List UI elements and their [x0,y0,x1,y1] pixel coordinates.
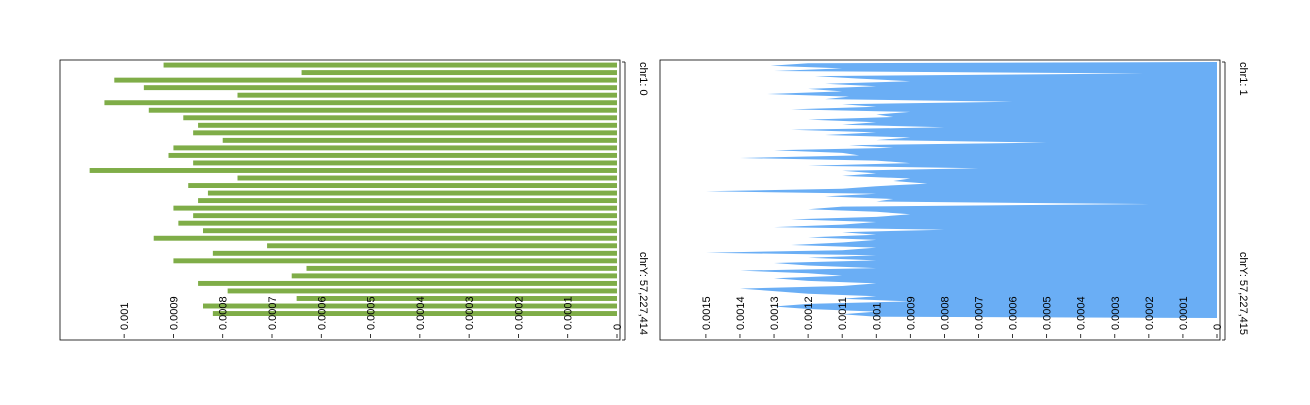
value-axis-tick-label: 0.0013 [769,296,781,330]
bar-8 [183,115,618,121]
bar-30 [198,280,618,286]
bar-28 [306,265,617,271]
value-axis-tick-label: 0.0003 [1110,296,1122,330]
bar-6 [104,100,617,106]
bar-7 [148,107,618,113]
genome-axis-start-label: chr1: 1 [1237,62,1249,96]
bar-32 [296,296,617,301]
value-axis-tick-label: 0 [1212,324,1224,330]
value-axis-tick-label: 0.0012 [803,296,815,330]
panel-frame-1 [59,59,621,341]
bar-18 [207,190,617,196]
value-axis-tick-label: 0.0011 [837,297,849,330]
bar-27 [173,258,617,264]
value-axis-tick-label: 0.001 [871,302,883,330]
bar-34 [212,311,617,316]
value-axis-tick-label: 0.0008 [218,296,230,330]
genome-axis-end-label: chrY: 57,227,414 [637,252,649,335]
bar-13 [168,152,617,158]
bar-1 [163,62,618,68]
bar-33 [203,303,617,309]
value-axis-tick-label: 0.0005 [366,296,378,330]
value-axis-tick-label: 0.0005 [1042,296,1054,330]
value-axis-tick-label: 0.0002 [513,296,525,330]
bar-10 [193,130,617,136]
bar-9 [198,122,618,128]
value-axis-tick-label: 0.0004 [1076,296,1088,330]
value-axis-tick-label: 0.0006 [1008,296,1020,330]
value-axis-tick-label: 0.0003 [464,296,476,330]
value-axis-tick-label: 0.0006 [316,296,328,330]
bar-2 [301,70,617,76]
value-axis-tick-label: 0.0014 [735,296,747,330]
bar-5 [237,92,617,98]
value-axis-tick-label: 0.0008 [939,296,951,330]
value-axis-tick-label: 0.0009 [905,296,917,330]
bar-20 [173,205,617,211]
bar-4 [143,85,617,91]
bar-12 [173,145,617,151]
bar-17 [188,183,617,188]
bar-29 [291,273,617,279]
bar-19 [198,198,618,204]
bar-31 [227,288,617,294]
bar-26 [212,250,617,256]
bar-16 [237,175,617,181]
value-axis-tick-label: 0.0001 [1178,296,1190,330]
value-axis-tick-label: 0.0015 [701,296,713,330]
bar-3 [114,77,618,83]
area-series [705,62,1217,318]
genome-axis-end-label: chrY: 57,227,415 [1237,252,1249,335]
bar-24 [153,235,617,241]
panel-frame-2 [659,59,1221,341]
bar-23 [203,228,617,234]
value-axis-tick-label: 0.0007 [973,296,985,330]
value-axis-tick-label: 0.0001 [563,296,575,330]
bar-25 [267,243,617,249]
bar-22 [178,220,617,226]
value-axis-tick-label: 0.001 [119,302,131,330]
value-axis-tick-label: 0.0002 [1144,296,1156,330]
genome-axis-start-label: chr1: 0 [637,62,649,96]
value-axis-tick-label: 0.0009 [168,296,180,330]
bar-15 [89,168,617,173]
value-axis-tick-label: 0.0004 [415,296,427,330]
value-axis-tick-label: 0.0007 [267,296,279,330]
bar-21 [193,213,617,219]
bar-14 [193,160,617,166]
bar-11 [222,137,617,143]
value-axis-tick-label: 0 [612,324,624,330]
